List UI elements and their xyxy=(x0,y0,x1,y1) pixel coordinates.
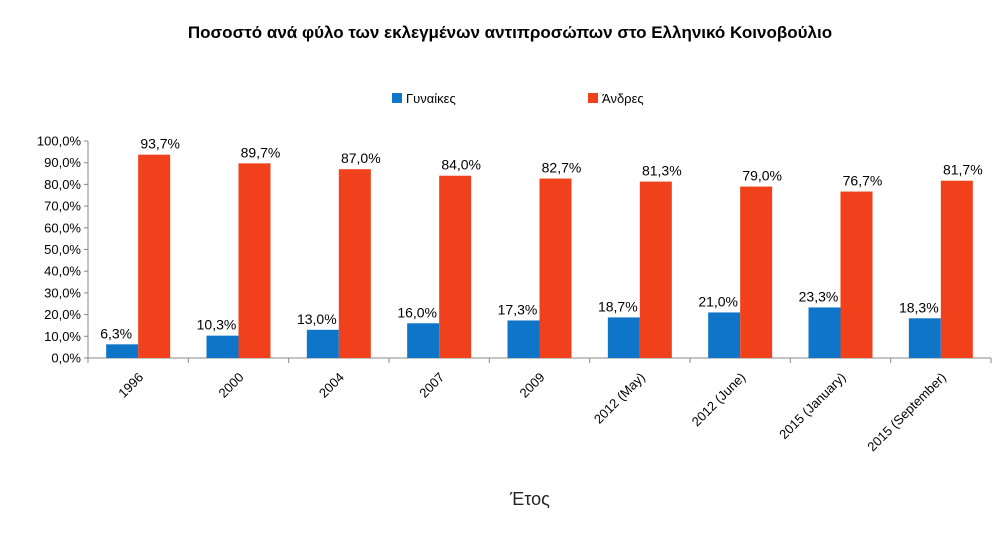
data-label-women: 17,3% xyxy=(498,301,538,317)
data-label-men: 87,0% xyxy=(341,150,381,166)
data-label-women: 6,3% xyxy=(100,325,132,341)
y-tick-label: 30,0% xyxy=(44,285,81,300)
y-tick-label: 60,0% xyxy=(44,220,81,235)
bar-men-2009 xyxy=(539,178,572,358)
y-tick-label: 90,0% xyxy=(44,155,81,170)
bar-men-2015-september xyxy=(940,180,973,358)
y-tick-label: 70,0% xyxy=(44,199,81,214)
data-label-men: 93,7% xyxy=(140,136,180,152)
data-label-men: 82,7% xyxy=(542,160,582,176)
bar-women-2009 xyxy=(507,320,540,358)
bar-women-2015-september xyxy=(908,318,941,358)
x-tick-label: 1996 xyxy=(115,370,146,401)
bar-men-1996 xyxy=(138,154,171,358)
bar-men-2007 xyxy=(439,175,472,358)
bar-women-2004 xyxy=(306,329,339,358)
x-tick-label: 2015 (September) xyxy=(864,370,949,455)
legend: Γυναίκες Άνδρες xyxy=(392,91,644,106)
data-label-women: 16,0% xyxy=(397,304,437,320)
data-label-men: 76,7% xyxy=(843,173,883,189)
y-tick-label: 100,0% xyxy=(37,134,82,149)
bar-women-2012-june xyxy=(708,312,741,358)
y-tick-label: 80,0% xyxy=(44,177,81,192)
legend-swatch-men xyxy=(588,93,598,103)
bars xyxy=(106,154,973,358)
y-tick-label: 40,0% xyxy=(44,264,81,279)
x-tick-label: 2015 (January) xyxy=(776,370,848,442)
data-label-men: 84,0% xyxy=(441,157,481,173)
data-label-women: 23,3% xyxy=(799,288,839,304)
data-label-men: 79,0% xyxy=(742,168,782,184)
data-label-women: 18,7% xyxy=(598,298,638,314)
bar-women-2012-may xyxy=(607,317,640,358)
x-tick-label: 2009 xyxy=(517,370,548,401)
bar-women-2007 xyxy=(407,323,440,358)
x-axis: 1996 2000 2004 2007 2009 2012 (May) 2012 (June… xyxy=(87,357,992,455)
data-label-men: 81,7% xyxy=(943,162,983,178)
bar-men-2012-june xyxy=(740,186,773,358)
bar-men-2004 xyxy=(338,169,371,358)
chart-title: Ποσοστό ανά φύλο των εκλεγμένων αντιπροσ… xyxy=(188,23,832,42)
x-tick-label: 2012 (June) xyxy=(689,370,749,430)
bar-men-2012-may xyxy=(639,181,672,358)
data-labels: 6,3% 93,7% 10,3% 89,7% 13,0% 87,0% 16,0% 84,0% 1… xyxy=(100,136,982,342)
legend-label-women: Γυναίκες xyxy=(406,91,456,106)
x-tick-label: 2012 (May) xyxy=(591,370,648,427)
x-axis-title: Έτος xyxy=(509,489,550,509)
bar-women-1996 xyxy=(106,344,139,358)
x-tick-label: 2004 xyxy=(316,370,347,401)
data-label-men: 89,7% xyxy=(241,144,281,160)
y-tick-label: 50,0% xyxy=(44,242,81,257)
y-tick-label: 20,0% xyxy=(44,307,81,322)
data-label-men: 81,3% xyxy=(642,163,682,179)
y-tick-label: 0,0% xyxy=(51,351,81,366)
data-label-women: 10,3% xyxy=(197,317,237,333)
y-axis: 0,0% 10,0% 20,0% 30,0% 40,0% 50,0% 60,0% 70,0% 8… xyxy=(37,134,89,366)
x-tick-label: 2000 xyxy=(216,370,247,401)
bar-men-2015-january xyxy=(840,191,873,358)
bar-women-2000 xyxy=(206,335,239,358)
data-label-women: 13,0% xyxy=(297,311,337,327)
y-tick-label: 10,0% xyxy=(44,329,81,344)
legend-swatch-women xyxy=(392,93,402,103)
data-label-women: 18,3% xyxy=(899,299,939,315)
legend-label-men: Άνδρες xyxy=(602,91,644,106)
bar-men-2000 xyxy=(238,163,271,358)
bar-women-2015-january xyxy=(808,307,841,358)
data-label-women: 21,0% xyxy=(698,293,738,309)
x-tick-label: 2007 xyxy=(416,370,447,401)
